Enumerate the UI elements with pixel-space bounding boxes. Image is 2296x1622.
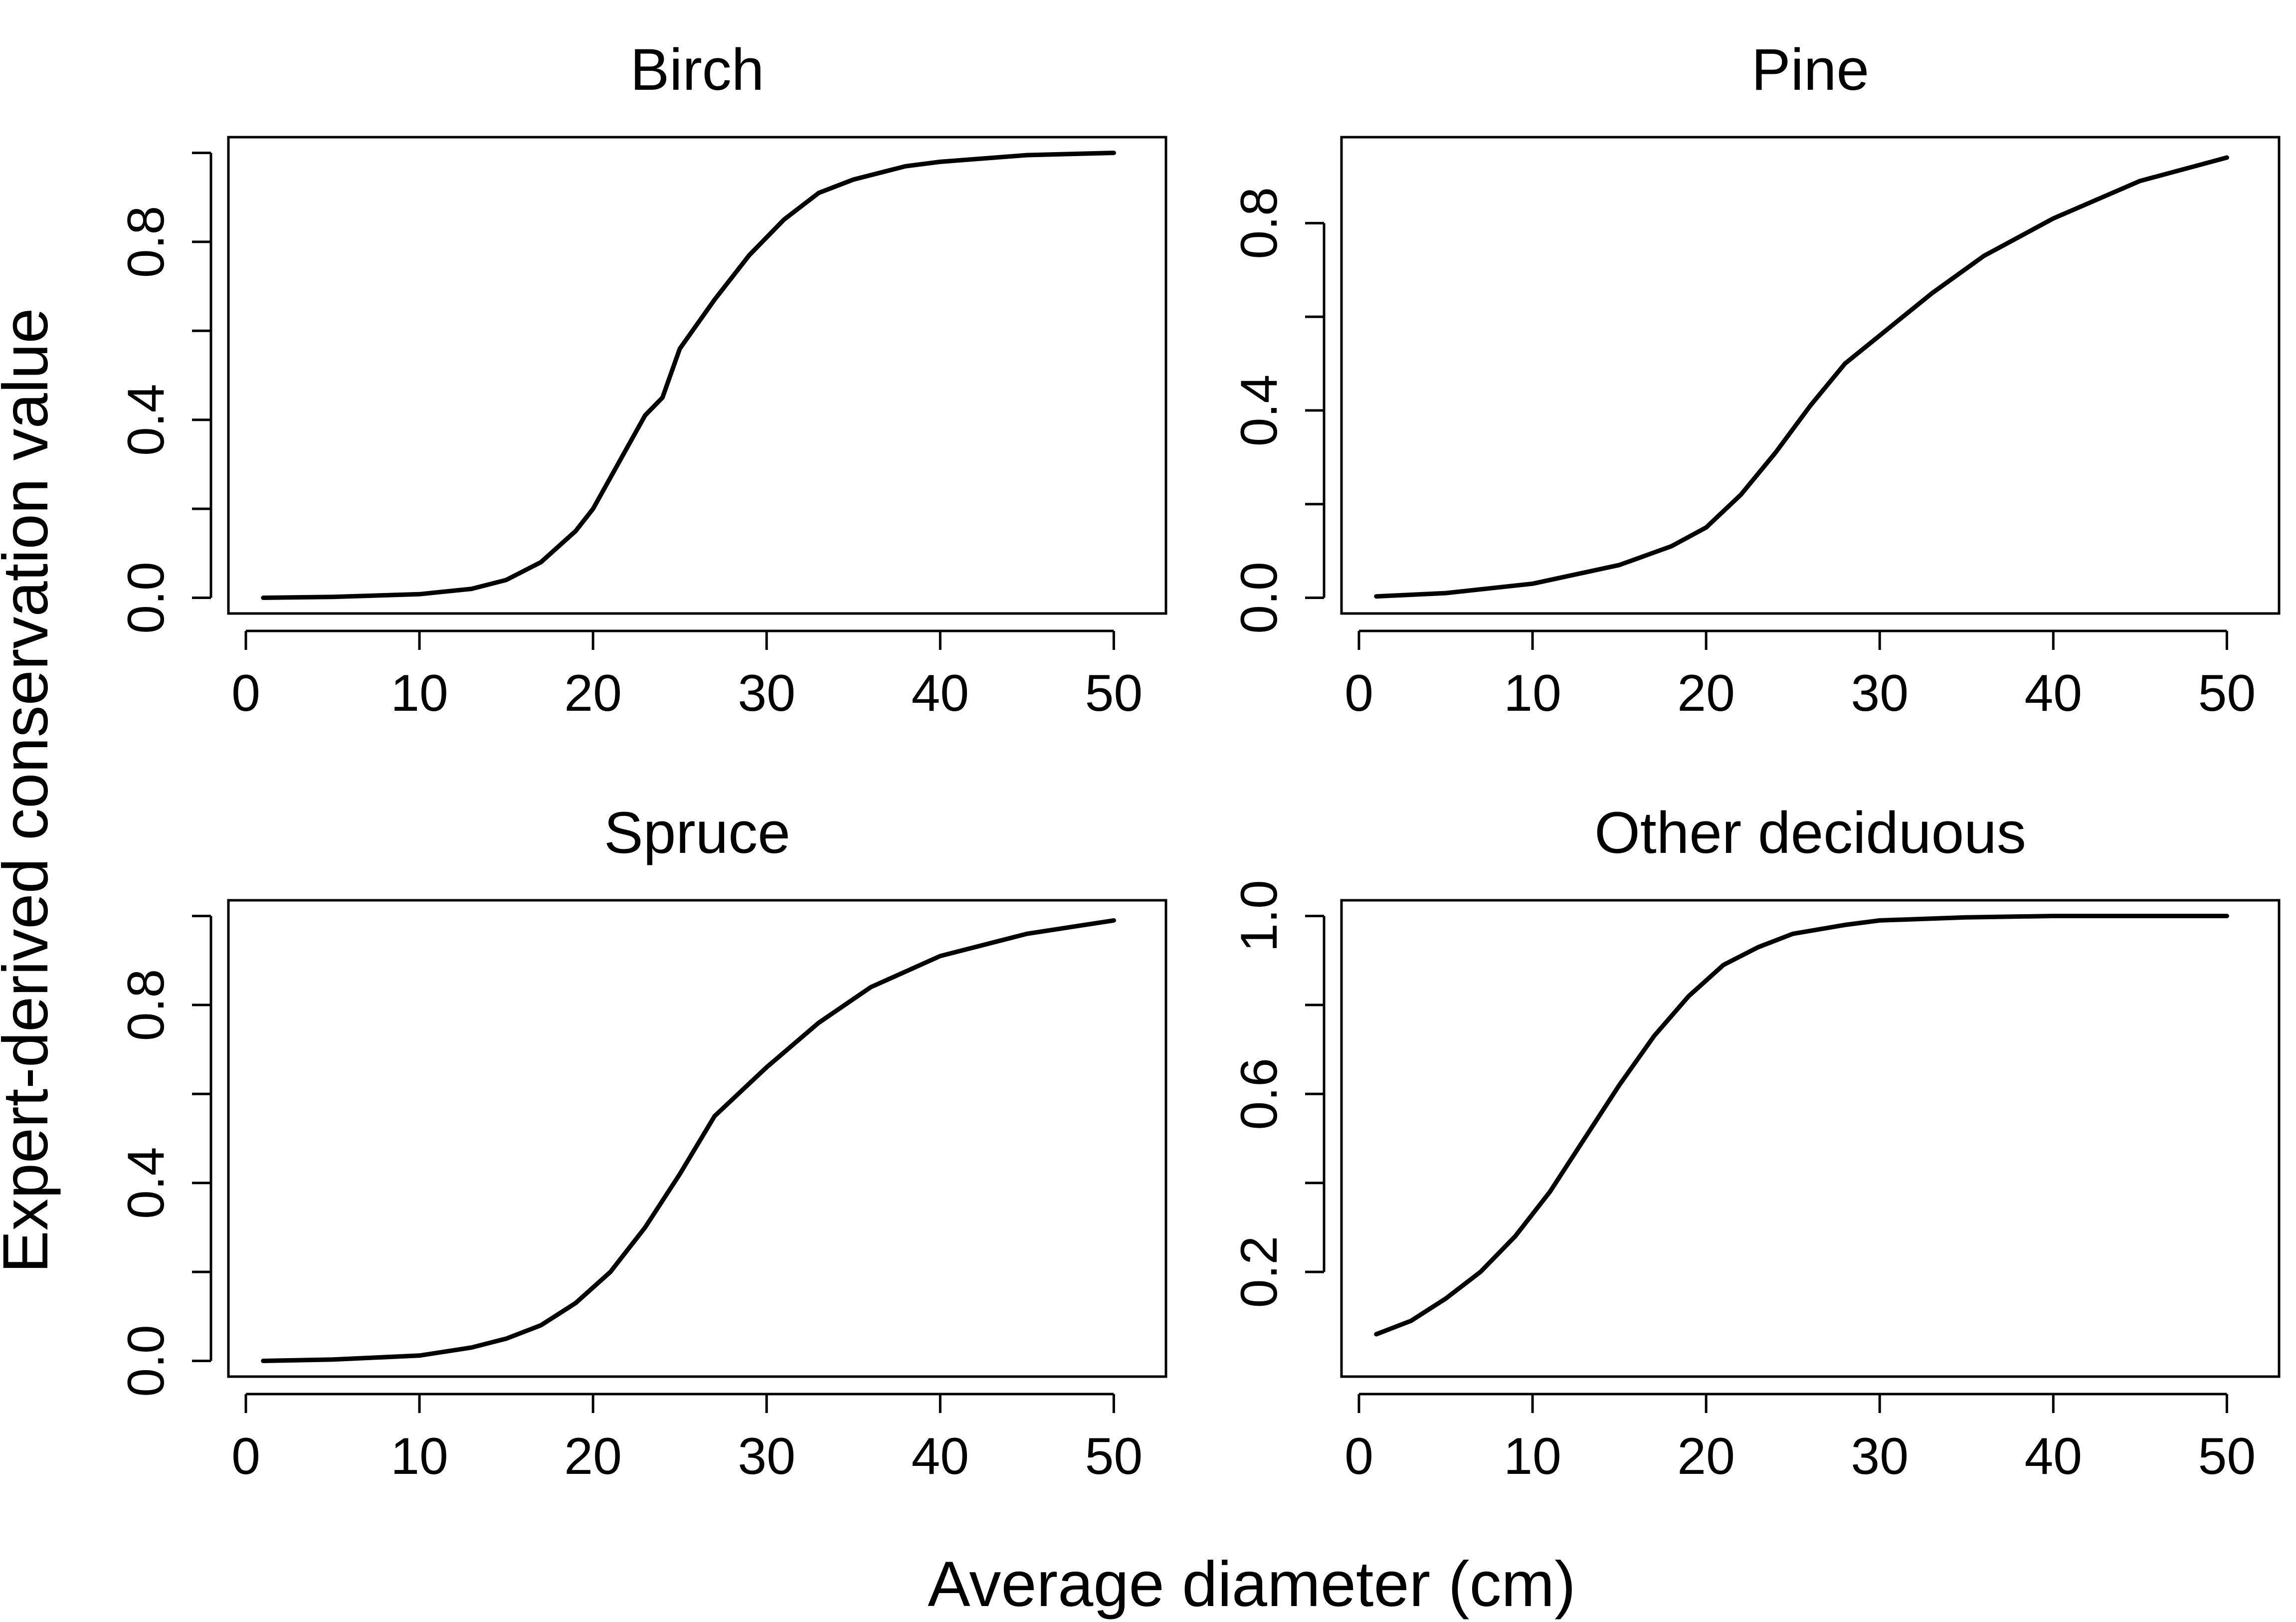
x-tick-label: 50 (1085, 664, 1143, 722)
x-tick-label: 50 (2198, 1427, 2256, 1485)
y-tick-label: 0.0 (117, 562, 175, 634)
x-tick-label: 40 (911, 664, 969, 722)
y-tick-label: 0.0 (117, 1325, 175, 1397)
x-tick-label: 20 (1677, 1427, 1735, 1485)
series-line (261, 151, 1116, 600)
series-line (261, 918, 1116, 1363)
x-tick-label: 0 (1344, 664, 1373, 722)
y-tick-label: 0.8 (117, 206, 175, 278)
panel-title: Spruce (604, 800, 790, 866)
y-tick-label: 0.4 (1230, 375, 1288, 447)
y-tick-label: 0.8 (117, 969, 175, 1041)
series-line (1374, 914, 2229, 1337)
plot-frame (227, 899, 1167, 1378)
y-tick-label: 0.0 (1230, 562, 1288, 634)
panel-title: Birch (630, 37, 765, 103)
y-tick-label: 0.2 (1230, 1236, 1288, 1308)
x-tick-label: 30 (1851, 1427, 1909, 1485)
x-tick-label: 20 (1677, 664, 1735, 722)
panel-3: Spruce 0 10 20 30 40 50 0.0 0.4 0.8 (117, 800, 1167, 1485)
x-tick-label: 10 (1504, 664, 1561, 722)
x-tick-label: 30 (738, 1427, 795, 1485)
x-tick-label: 0 (231, 664, 260, 722)
x-axis-title: Average diameter (cm) (928, 1549, 1575, 1620)
x-tick-label: 10 (390, 1427, 448, 1485)
y-tick-label: 0.4 (117, 384, 175, 456)
x-tick-label: 20 (564, 664, 622, 722)
y-tick-label: 0.8 (1230, 187, 1288, 259)
panel-1: Birch 0 10 20 30 40 50 0.0 0.4 0.8 (117, 37, 1167, 722)
x-tick-label: 10 (390, 664, 448, 722)
plot-frame (1340, 136, 2281, 615)
x-tick-label: 30 (738, 664, 795, 722)
panels: Birch 0 10 20 30 40 50 0.0 0.4 0.8 Pine 0 10 20 30 40 50… (117, 37, 2281, 1485)
x-tick-label: 40 (2024, 1427, 2082, 1485)
x-tick-label: 0 (231, 1427, 260, 1485)
y-tick-label: 1.0 (1230, 880, 1288, 952)
x-tick-label: 20 (564, 1427, 622, 1485)
x-tick-label: 50 (1085, 1427, 1143, 1485)
x-tick-label: 40 (911, 1427, 969, 1485)
panel-4: Other deciduous 0 10 20 30 40 50 0.2 0.6 1.0 (1230, 800, 2281, 1485)
panel-2: Pine 0 10 20 30 40 50 0.0 0.4 0.8 (1230, 37, 2281, 722)
y-tick-label: 0.6 (1230, 1058, 1288, 1130)
plot-frame (1340, 899, 2281, 1378)
x-tick-label: 40 (2024, 664, 2082, 722)
x-tick-label: 0 (1344, 1427, 1373, 1485)
series-line (1374, 155, 2229, 599)
plot-frame (227, 136, 1167, 615)
panel-title: Pine (1751, 37, 1869, 103)
x-tick-label: 50 (2198, 664, 2256, 722)
x-tick-label: 30 (1851, 664, 1909, 722)
x-tick-label: 10 (1504, 1427, 1561, 1485)
y-axis-title: Expert-derived conservation value (0, 308, 61, 1273)
panel-title: Other deciduous (1594, 800, 2026, 866)
y-tick-label: 0.4 (117, 1147, 175, 1219)
